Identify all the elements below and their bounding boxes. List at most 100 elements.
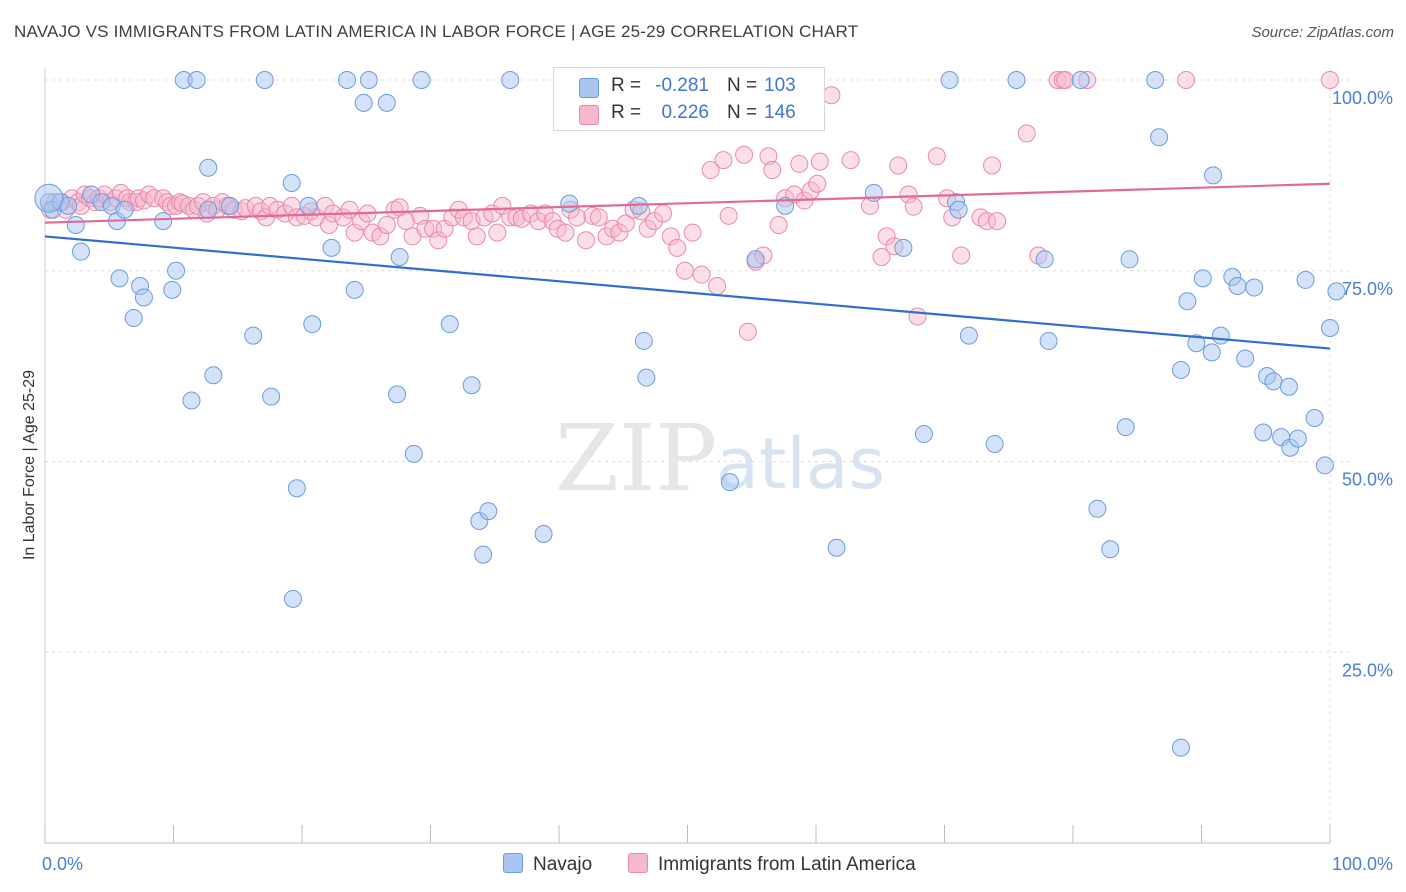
data-point-navajo	[182, 391, 201, 410]
data-point-latin	[790, 154, 809, 173]
legend-swatch-latin	[579, 105, 599, 125]
data-point-latin	[1321, 71, 1339, 89]
data-point-latin	[616, 214, 635, 233]
data-point-latin	[610, 223, 629, 242]
data-point-navajo	[1178, 292, 1197, 311]
tick-labels: 25.0% 50.0% 75.0% 100.0% 0.0% 100.0%	[42, 88, 1393, 874]
legend-swatch-navajo	[579, 78, 599, 98]
y-tick-label: 75.0%	[1342, 279, 1393, 299]
data-point-latin	[416, 219, 435, 238]
data-point-navajo	[255, 71, 274, 89]
data-point-navajo	[262, 387, 281, 406]
data-point-latin	[371, 227, 390, 246]
data-point-navajo	[287, 479, 306, 498]
data-point-navajo	[440, 315, 459, 334]
data-point-latin	[576, 231, 595, 250]
data-point-latin	[589, 208, 608, 227]
data-point-navajo	[914, 425, 933, 444]
data-point-latin	[988, 212, 1007, 231]
legend-item-navajo: Navajo	[503, 853, 592, 876]
data-point-navajo	[345, 280, 364, 299]
data-point-navajo	[322, 238, 341, 257]
legend-row-navajo: R = -0.281 N = 103	[554, 73, 824, 101]
stats-legend: R = -0.281 N = 103 R = 0.226 N = 146	[553, 67, 825, 131]
data-point-latin	[692, 265, 711, 284]
data-point-navajo	[115, 200, 134, 219]
data-point-navajo	[110, 269, 129, 288]
source-credit: Source: ZipAtlas.com	[1251, 24, 1394, 41]
data-point-navajo	[474, 545, 493, 564]
data-point-latin	[1017, 124, 1036, 143]
data-point-navajo	[534, 524, 553, 543]
data-point-latin	[488, 223, 507, 242]
data-point-latin	[983, 156, 1002, 175]
x-tick-label: 100.0%	[1332, 854, 1393, 874]
data-point-latin	[872, 248, 891, 267]
data-point-navajo	[1288, 429, 1307, 448]
data-point-navajo	[501, 71, 520, 89]
legend-label-navajo: Navajo	[533, 854, 593, 875]
trend-line-latin	[44, 182, 1331, 224]
data-point-navajo	[1211, 326, 1230, 345]
legend-swatch-latin	[628, 853, 648, 873]
data-point-latin	[908, 307, 927, 326]
data-point-navajo	[959, 326, 978, 345]
data-point-navajo	[199, 158, 218, 177]
data-point-navajo	[1321, 318, 1339, 337]
data-point-navajo	[1187, 334, 1206, 353]
data-point-latin	[769, 215, 788, 234]
data-point-latin	[808, 174, 827, 193]
data-point-navajo	[634, 331, 653, 350]
navajo-points	[34, 71, 1346, 757]
legend-n-value: 146	[764, 102, 796, 123]
data-point-navajo	[720, 473, 739, 492]
y-axis-label: In Labor Force | Age 25-29	[21, 369, 38, 561]
data-point-latin	[675, 261, 694, 280]
data-point-navajo	[124, 309, 143, 328]
data-point-latin	[904, 197, 923, 216]
data-point-latin	[738, 322, 757, 341]
data-point-navajo	[1315, 456, 1334, 475]
data-point-latin	[661, 227, 680, 246]
data-point-latin	[638, 219, 657, 238]
data-point-navajo	[404, 444, 423, 463]
data-point-navajo	[864, 183, 883, 202]
data-point-navajo	[1146, 71, 1165, 89]
data-point-latin	[841, 151, 860, 170]
legend-r-value: 0.226	[661, 102, 709, 123]
data-point-navajo	[1171, 738, 1190, 757]
data-point-latin	[668, 238, 687, 257]
legend-n-label: N =	[727, 102, 758, 123]
data-point-latin	[583, 206, 602, 225]
data-point-navajo	[134, 288, 153, 307]
data-point-navajo	[337, 71, 356, 89]
data-point-navajo	[359, 71, 378, 89]
data-point-latin	[1048, 71, 1067, 89]
data-point-navajo-large	[34, 183, 64, 213]
data-point-navajo	[412, 71, 431, 89]
legend-r-label: R =	[611, 75, 642, 96]
data-point-latin	[556, 223, 575, 242]
chart-title: NAVAJO VS IMMIGRANTS FROM LATIN AMERICA …	[14, 22, 859, 41]
data-point-latin	[714, 151, 733, 170]
legend-item-latin: Immigrants from Latin America	[628, 853, 916, 876]
data-point-navajo	[1071, 71, 1090, 89]
data-point-latin	[1177, 71, 1196, 89]
data-point-latin	[683, 223, 702, 242]
data-point-navajo	[354, 93, 373, 112]
data-point-latin	[708, 277, 727, 296]
data-point-navajo	[1035, 250, 1054, 269]
data-point-navajo	[154, 212, 173, 231]
data-point-navajo	[479, 502, 498, 521]
data-point-latin	[467, 227, 486, 246]
data-point-navajo	[1193, 269, 1212, 288]
data-point-navajo	[163, 280, 182, 299]
data-point-navajo	[377, 93, 396, 112]
data-point-latin	[822, 86, 841, 105]
data-point-latin	[927, 147, 946, 166]
data-point-navajo	[1327, 282, 1346, 301]
data-point-latin	[529, 212, 548, 231]
data-point-navajo	[1264, 372, 1283, 391]
data-point-navajo	[1088, 499, 1107, 518]
